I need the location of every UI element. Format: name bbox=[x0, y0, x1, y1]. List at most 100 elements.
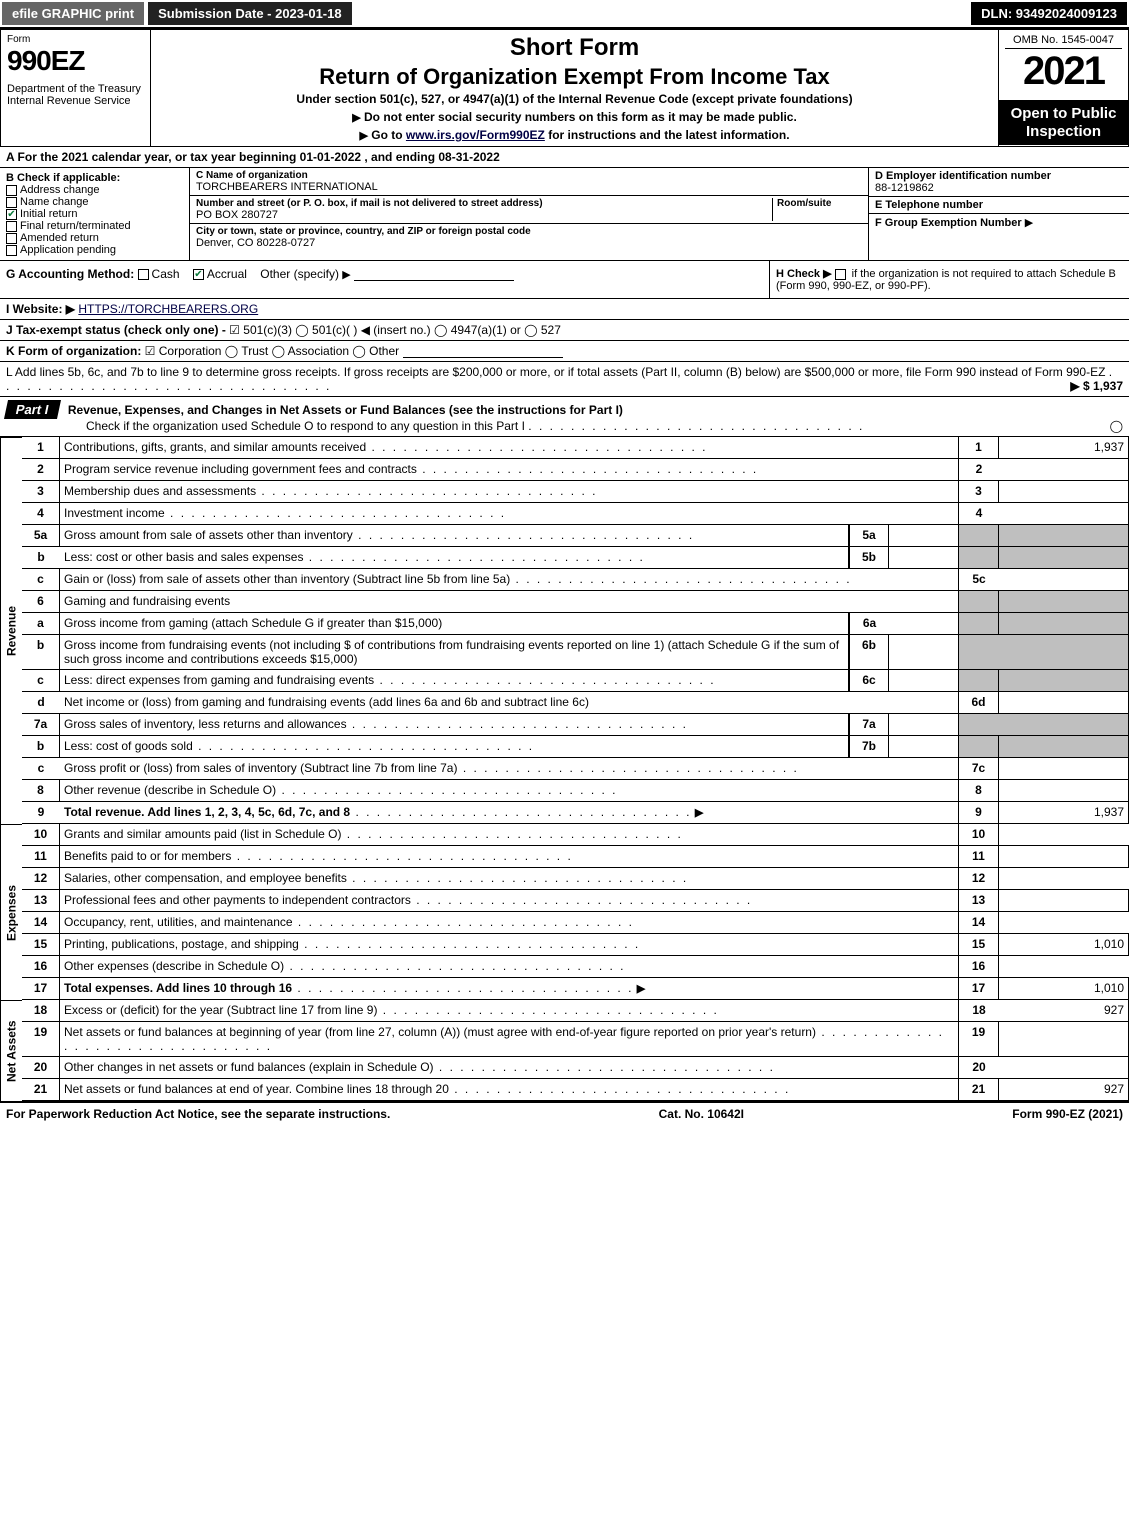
line-refnum: 15 bbox=[959, 934, 999, 956]
d-ein-row: D Employer identification number 88-1219… bbox=[869, 168, 1129, 197]
greyed-cell bbox=[959, 547, 999, 569]
arrow-icon bbox=[352, 110, 360, 124]
line-num: 12 bbox=[22, 868, 60, 890]
inner-amount bbox=[889, 736, 959, 758]
inner-refnum: 6b bbox=[849, 635, 889, 670]
chk-initial-return[interactable]: Initial return bbox=[6, 208, 183, 220]
k-options: ☑ Corporation ◯ Trust ◯ Association ◯ Ot… bbox=[145, 344, 399, 358]
inner-refnum: 7a bbox=[849, 714, 889, 736]
line-num: d bbox=[22, 692, 60, 714]
line-num: 2 bbox=[22, 459, 60, 481]
line-amount bbox=[999, 481, 1129, 503]
line-desc: Occupancy, rent, utilities, and maintena… bbox=[60, 912, 959, 934]
section-bcdf: B Check if applicable: Address change Na… bbox=[0, 168, 1129, 261]
line-num: 18 bbox=[22, 1000, 60, 1022]
line-desc: Contributions, gifts, grants, and simila… bbox=[60, 437, 959, 459]
greyed-cell bbox=[959, 714, 999, 736]
c-name-value: TORCHBEARERS INTERNATIONAL bbox=[196, 181, 862, 193]
k-other-input[interactable] bbox=[403, 357, 563, 358]
line-refnum: 5c bbox=[959, 569, 999, 591]
line-refnum: 14 bbox=[959, 912, 999, 934]
row-g: G Accounting Method: Cash Accrual Other … bbox=[0, 261, 769, 298]
top-bar: efile GRAPHIC print Submission Date - 20… bbox=[0, 0, 1129, 29]
l-text: L Add lines 5b, 6c, and 7b to line 9 to … bbox=[6, 365, 1105, 379]
col-c-org-info: C Name of organization TORCHBEARERS INTE… bbox=[190, 168, 869, 260]
revenue-side-label: Revenue bbox=[0, 437, 22, 824]
line-num: b bbox=[22, 736, 60, 758]
row-k-org-form: K Form of organization: ☑ Corporation ◯ … bbox=[0, 341, 1129, 362]
col-b-checkboxes: B Check if applicable: Address change Na… bbox=[0, 168, 190, 260]
tax-year: 2021 bbox=[1005, 49, 1122, 94]
line-amount bbox=[999, 1022, 1129, 1057]
line-desc: Printing, publications, postage, and shi… bbox=[60, 934, 959, 956]
row-gh: G Accounting Method: Cash Accrual Other … bbox=[0, 261, 1129, 299]
inner-amount bbox=[889, 547, 959, 569]
line-desc: Excess or (deficit) for the year (Subtra… bbox=[60, 1000, 959, 1022]
line-desc: Gain or (loss) from sale of assets other… bbox=[60, 569, 959, 591]
inner-amount bbox=[889, 613, 959, 635]
line-desc: Net income or (loss) from gaming and fun… bbox=[60, 692, 959, 714]
form-header: Form 990EZ Department of the Treasury In… bbox=[0, 29, 1129, 147]
chk-amended-return[interactable]: Amended return bbox=[6, 232, 183, 244]
arrow-icon bbox=[695, 805, 703, 819]
c-city-row: City or town, state or province, country… bbox=[190, 224, 868, 251]
inner-amount bbox=[889, 525, 959, 547]
chk-accrual[interactable] bbox=[193, 269, 204, 280]
g-other-label: Other (specify) bbox=[260, 267, 339, 281]
line-amount bbox=[999, 758, 1129, 780]
omb-year-cell: OMB No. 1545-0047 2021 bbox=[999, 30, 1129, 101]
inner-amount bbox=[889, 635, 959, 670]
line-amount: 1,937 bbox=[999, 802, 1129, 824]
line-desc: Gross income from gaming (attach Schedul… bbox=[60, 613, 849, 635]
page-footer: For Paperwork Reduction Act Notice, see … bbox=[0, 1101, 1129, 1125]
chk-final-return[interactable]: Final return/terminated bbox=[6, 220, 183, 232]
line-desc: Less: direct expenses from gaming and fu… bbox=[60, 670, 849, 692]
website-link[interactable]: HTTPS://TORCHBEARERS.ORG bbox=[78, 302, 258, 316]
inner-refnum: 6c bbox=[849, 670, 889, 692]
line-amount: 927 bbox=[999, 1079, 1129, 1101]
efile-print-button[interactable]: efile GRAPHIC print bbox=[2, 2, 144, 25]
inner-refnum: 5a bbox=[849, 525, 889, 547]
line-desc: Gross sales of inventory, less returns a… bbox=[60, 714, 849, 736]
line-amount bbox=[999, 692, 1129, 714]
irs-link[interactable]: www.irs.gov/Form990EZ bbox=[406, 128, 545, 142]
chk-application-pending[interactable]: Application pending bbox=[6, 244, 183, 256]
part1-badge: Part I bbox=[4, 400, 61, 419]
chk-cash[interactable] bbox=[138, 269, 149, 280]
line-desc: Total expenses. Add lines 10 through 16 bbox=[60, 978, 959, 1000]
line-amount bbox=[999, 503, 1129, 525]
chk-address-change[interactable]: Address change bbox=[6, 184, 183, 196]
chk-h[interactable] bbox=[835, 269, 846, 280]
inner-refnum: 6a bbox=[849, 613, 889, 635]
c-name-row: C Name of organization TORCHBEARERS INTE… bbox=[190, 168, 868, 196]
omb-number: OMB No. 1545-0047 bbox=[1005, 34, 1122, 49]
line-amount: 927 bbox=[999, 1000, 1129, 1022]
b-heading: B Check if applicable: bbox=[6, 172, 183, 184]
dept-irs: Internal Revenue Service bbox=[7, 95, 144, 107]
greyed-cell bbox=[999, 591, 1129, 613]
c-name-label: C Name of organization bbox=[196, 170, 862, 181]
inner-refnum: 7b bbox=[849, 736, 889, 758]
greyed-cell bbox=[959, 613, 999, 635]
g-other-input[interactable] bbox=[354, 280, 514, 281]
f-group-row: F Group Exemption Number ▶ bbox=[869, 214, 1129, 231]
greyed-cell bbox=[959, 736, 999, 758]
line-refnum: 12 bbox=[959, 868, 999, 890]
line-num: 4 bbox=[22, 503, 60, 525]
line-num: 15 bbox=[22, 934, 60, 956]
col-def: D Employer identification number 88-1219… bbox=[869, 168, 1129, 260]
line-refnum: 9 bbox=[959, 802, 999, 824]
j-label: J Tax-exempt status (check only one) - bbox=[6, 323, 229, 337]
line-desc: Investment income bbox=[60, 503, 959, 525]
form-word: Form bbox=[7, 34, 144, 45]
line-refnum: 7c bbox=[959, 758, 999, 780]
line-num: a bbox=[22, 613, 60, 635]
greyed-cell bbox=[999, 547, 1129, 569]
expenses-side-label: Expenses bbox=[0, 824, 22, 1000]
chk-name-change[interactable]: Name change bbox=[6, 196, 183, 208]
arrow-icon bbox=[342, 267, 350, 281]
e-label: E Telephone number bbox=[875, 199, 1123, 211]
line-num: 11 bbox=[22, 846, 60, 868]
line-amount: 1,010 bbox=[999, 978, 1129, 1000]
dept-treasury: Department of the Treasury bbox=[7, 83, 144, 95]
